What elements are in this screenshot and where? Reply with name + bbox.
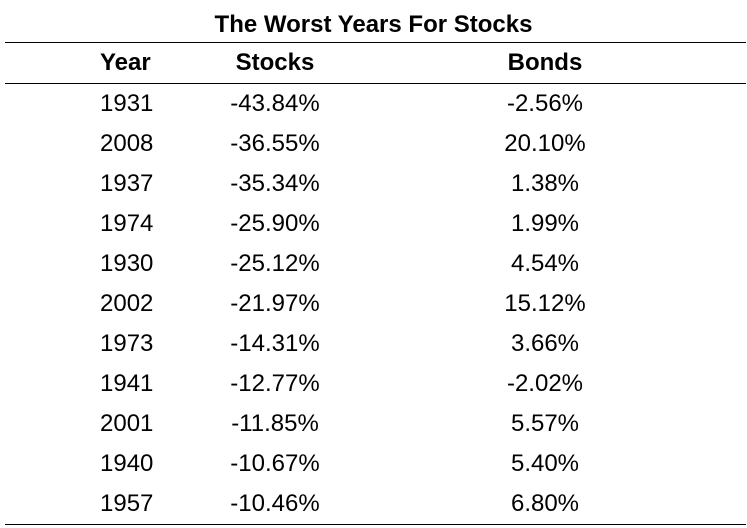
cell-year: 1930: [100, 250, 154, 277]
cell-bonds: 1.99%: [510, 210, 580, 237]
cell-bonds: 20.10%: [504, 130, 586, 157]
header-stocks: Stocks: [235, 49, 315, 76]
cell-year: 2008: [100, 130, 154, 157]
cell-bonds: 1.38%: [510, 170, 580, 197]
cell-stocks: -12.77%: [230, 370, 320, 397]
table-title: The Worst Years For Stocks: [214, 11, 533, 38]
table-row: 2002 -21.97% 15.12%: [5, 284, 746, 324]
cell-stocks: -25.90%: [230, 210, 320, 237]
cell-stocks: -14.31%: [230, 330, 320, 357]
cell-stocks: -35.34%: [230, 170, 320, 197]
bottom-rule: [5, 524, 746, 525]
header-row: Year Stocks Bonds: [5, 43, 746, 83]
cell-year: 1941: [100, 370, 154, 397]
cell-stocks: -36.55%: [230, 130, 320, 157]
cell-stocks: -10.67%: [230, 450, 320, 477]
cell-bonds: -2.56%: [506, 90, 584, 117]
cell-year: 1931: [100, 90, 154, 117]
cell-bonds: 6.80%: [510, 490, 580, 517]
table-row: 2008 -36.55% 20.10%: [5, 124, 746, 164]
table-row: 1930 -25.12% 4.54%: [5, 244, 746, 284]
table-row: 2001 -11.85% 5.57%: [5, 404, 746, 444]
cell-bonds: 4.54%: [510, 250, 580, 277]
table-row: 1937 -35.34% 1.38%: [5, 164, 746, 204]
table-row: 1974 -25.90% 1.99%: [5, 204, 746, 244]
worst-years-table: Year Stocks Bonds 1931 -43.84% -2.56% 2008 -…: [5, 42, 746, 525]
top-rule: [5, 42, 746, 43]
cell-year: 1937: [100, 170, 154, 197]
table-row: 1931 -43.84% -2.56%: [5, 84, 746, 124]
table-body: 1931 -43.84% -2.56% 2008 -36.55% 20.10% 1937 -3…: [5, 84, 746, 524]
cell-bonds: -2.02%: [506, 370, 584, 397]
cell-stocks: -25.12%: [230, 250, 320, 277]
cell-stocks: -21.97%: [230, 290, 320, 317]
cell-bonds: 15.12%: [504, 290, 586, 317]
table-row: 1941 -12.77% -2.02%: [5, 364, 746, 404]
cell-bonds: 3.66%: [510, 330, 580, 357]
cell-year: 1973: [100, 330, 154, 357]
table-row: 1957 -10.46% 6.80%: [5, 484, 746, 524]
cell-year: 2002: [100, 290, 154, 317]
cell-stocks: -10.46%: [230, 490, 320, 517]
header-rule: [5, 83, 746, 84]
cell-year: 1957: [100, 490, 154, 517]
cell-bonds: 5.57%: [510, 410, 580, 437]
table-row: 1973 -14.31% 3.66%: [5, 324, 746, 364]
cell-year: 1974: [100, 210, 154, 237]
header-bonds: Bonds: [507, 49, 583, 76]
cell-stocks: -43.84%: [230, 90, 320, 117]
cell-bonds: 5.40%: [510, 450, 580, 477]
header-year: Year: [100, 49, 151, 76]
cell-stocks: -11.85%: [231, 410, 319, 437]
cell-year: 1940: [100, 450, 154, 477]
cell-year: 2001: [100, 410, 154, 437]
table-row: 1940 -10.67% 5.40%: [5, 444, 746, 484]
